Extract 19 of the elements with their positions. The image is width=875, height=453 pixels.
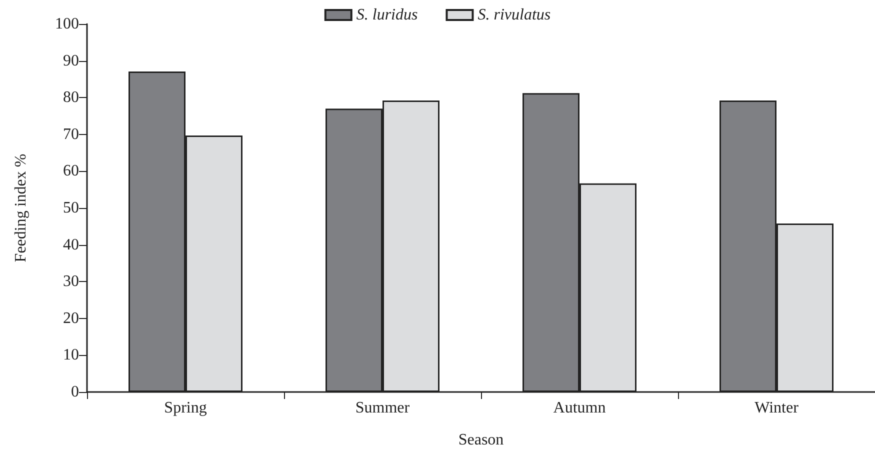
y-tick-label: 100 <box>55 16 79 32</box>
y-tick-label: 20 <box>63 310 79 327</box>
y-tick-label: 10 <box>63 346 79 364</box>
legend-label: S. rivulatus <box>478 6 551 24</box>
y-tick-label: 30 <box>63 273 79 290</box>
y-tick-label: 70 <box>63 126 79 143</box>
legend-label: S. luridus <box>356 6 418 24</box>
y-tick-label: 60 <box>63 162 79 180</box>
x-tick-label: Winter <box>754 400 800 416</box>
x-tick-label: Summer <box>355 400 410 416</box>
y-tick-label: 90 <box>63 52 79 70</box>
x-tick-label: Spring <box>164 400 207 416</box>
y-tick-label: 50 <box>63 200 79 216</box>
x-tick-label: Autumn <box>553 400 606 416</box>
y-tick-label: 40 <box>63 236 79 254</box>
x-axis-title: Season <box>458 432 504 448</box>
y-tick-label: 80 <box>63 89 79 106</box>
y-axis-title: Feeding index % <box>12 154 30 262</box>
y-tick-label: 0 <box>71 384 79 400</box>
